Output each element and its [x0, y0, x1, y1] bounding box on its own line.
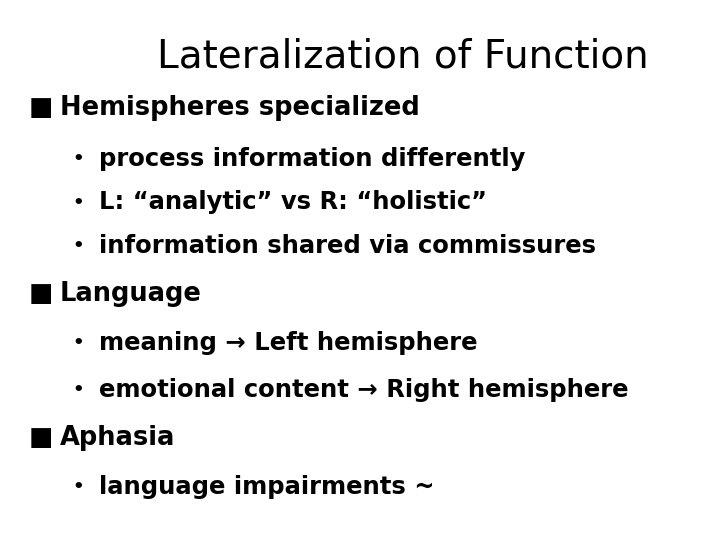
Text: ■: ■ — [29, 281, 53, 307]
Text: ■: ■ — [29, 95, 53, 121]
Text: •: • — [72, 150, 84, 168]
Text: emotional content → Right hemisphere: emotional content → Right hemisphere — [99, 378, 629, 402]
Text: Aphasia: Aphasia — [60, 426, 175, 451]
Text: information shared via commissures: information shared via commissures — [99, 234, 596, 258]
Text: •: • — [72, 381, 84, 399]
Text: L: “analytic” vs R: “holistic”: L: “analytic” vs R: “holistic” — [99, 191, 487, 214]
Text: meaning → Left hemisphere: meaning → Left hemisphere — [99, 331, 478, 355]
Text: •: • — [72, 334, 84, 352]
Text: •: • — [72, 193, 84, 212]
Text: •: • — [72, 478, 84, 496]
Text: Lateralization of Function: Lateralization of Function — [158, 38, 649, 76]
Text: Hemispheres specialized: Hemispheres specialized — [60, 95, 420, 121]
Text: ■: ■ — [29, 426, 53, 451]
Text: process information differently: process information differently — [99, 147, 526, 171]
Text: language impairments ~: language impairments ~ — [99, 475, 435, 499]
Text: Language: Language — [60, 281, 202, 307]
Text: •: • — [72, 237, 84, 255]
